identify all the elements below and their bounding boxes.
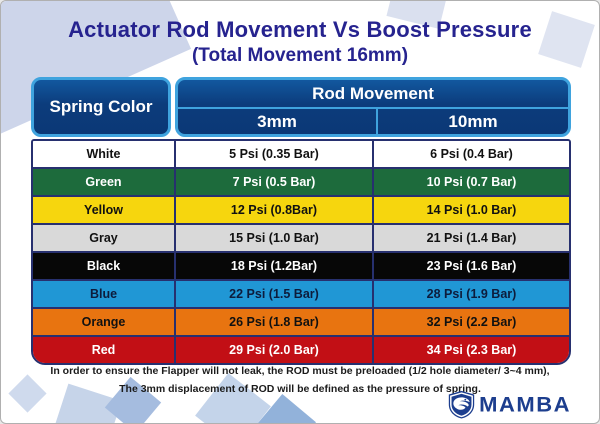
psi-3mm-cell: 18 Psi (1.2Bar) xyxy=(176,253,374,279)
footnote-line1: In order to ensure the Flapper will not … xyxy=(50,365,550,377)
spring-color-cell: Green xyxy=(33,169,176,195)
spring-color-cell: White xyxy=(33,141,176,167)
psi-10mm-cell: 32 Psi (2.2 Bar) xyxy=(426,315,517,329)
psi-10mm-cell: 28 Psi (1.9 Bar) xyxy=(426,287,517,301)
rod-movement-header: Rod Movement 3mm 10mm xyxy=(175,77,571,137)
table-row-green: Green 7 Psi (0.5 Bar) 10 Psi (0.7 Bar) xyxy=(33,169,569,197)
page-subtitle: (Total Movement 16mm) xyxy=(191,45,409,66)
mamba-shield-icon xyxy=(447,390,476,419)
psi-10mm-cell: 34 Psi (2.3 Bar) xyxy=(426,343,517,357)
column-3mm-label: 3mm xyxy=(178,109,378,134)
psi-3mm-cell: 29 Psi (2.0 Bar) xyxy=(176,337,374,363)
spring-color-cell: Black xyxy=(33,253,176,279)
table-row-black: Black 18 Psi (1.2Bar) 23 Psi (1.6 Bar) xyxy=(33,253,569,281)
table-row-red: Red 29 Psi (2.0 Bar) 34 Psi (2.3 Bar) xyxy=(33,337,569,363)
spring-color-header: Spring Color xyxy=(31,77,171,137)
psi-3mm-cell: 5 Psi (0.35 Bar) xyxy=(176,141,374,167)
psi-10mm-cell: 6 Psi (0.4 Bar) xyxy=(430,147,513,161)
psi-3mm-cell: 15 Psi (1.0 Bar) xyxy=(176,225,374,251)
page-title: Actuator Rod Movement Vs Boost Pressure xyxy=(68,17,532,42)
psi-3mm-cell: 22 Psi (1.5 Bar) xyxy=(176,281,374,307)
psi-10mm-cell: 23 Psi (1.6 Bar) xyxy=(426,259,517,273)
spring-color-cell: Yellow xyxy=(33,197,176,223)
column-10mm-label: 10mm xyxy=(448,111,498,131)
pressure-table: White 5 Psi (0.35 Bar) 6 Psi (0.4 Bar) G… xyxy=(31,139,571,365)
spring-color-cell: Orange xyxy=(33,309,176,335)
psi-3mm-cell: 26 Psi (1.8 Bar) xyxy=(176,309,374,335)
spring-color-cell: Gray xyxy=(33,225,176,251)
table-row-blue: Blue 22 Psi (1.5 Bar) 28 Psi (1.9 Bar) xyxy=(33,281,569,309)
rod-movement-label: Rod Movement xyxy=(178,80,568,109)
psi-10mm-cell: 14 Psi (1.0 Bar) xyxy=(426,203,517,217)
spring-color-cell: Red xyxy=(33,337,176,363)
psi-10mm-cell: 10 Psi (0.7 Bar) xyxy=(426,175,517,189)
brand-name: MAMBA xyxy=(479,392,571,416)
decorative-polygon xyxy=(195,373,271,423)
table-row-orange: Orange 26 Psi (1.8 Bar) 32 Psi (2.2 Bar) xyxy=(33,309,569,337)
spring-color-cell: Blue xyxy=(33,281,176,307)
psi-3mm-cell: 12 Psi (0.8Bar) xyxy=(176,197,374,223)
table-row-white: White 5 Psi (0.35 Bar) 6 Psi (0.4 Bar) xyxy=(33,141,569,169)
table-row-yellow: Yellow 12 Psi (0.8Bar) 14 Psi (1.0 Bar) xyxy=(33,197,569,225)
psi-3mm-cell: 7 Psi (0.5 Bar) xyxy=(176,169,374,195)
footnote-line2: The 3mm displacement of ROD will be defi… xyxy=(119,383,481,395)
table-row-gray: Gray 15 Psi (1.0 Bar) 21 Psi (1.4 Bar) xyxy=(33,225,569,253)
psi-10mm-cell: 21 Psi (1.4 Bar) xyxy=(426,231,517,245)
mamba-logo: MAMBA xyxy=(447,390,571,419)
